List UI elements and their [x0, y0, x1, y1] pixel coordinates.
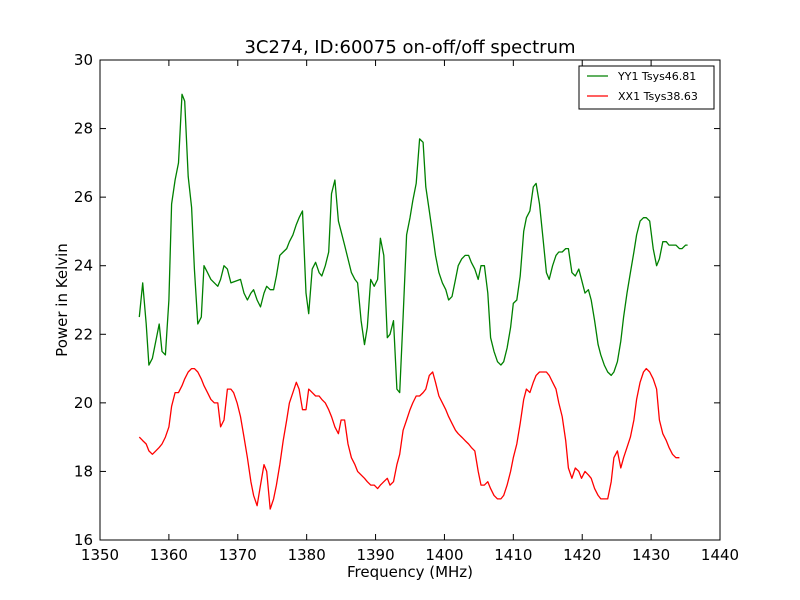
chart-title: 3C274, ID:60075 on-off/off spectrum [244, 37, 575, 58]
plot-frame [99, 59, 721, 541]
y-axis: 16 18 20 22 24 26 28 30 [74, 51, 720, 549]
x-tick-label: 1400 [425, 546, 463, 564]
x-tick-label: 1410 [494, 546, 532, 564]
x-axis: 1350 1360 1370 1380 1390 1400 1410 1420 1430 1440 [81, 60, 739, 564]
y-tick-label: 22 [74, 325, 93, 343]
x-tick-label: 1390 [356, 546, 394, 564]
y-tick-label: 16 [74, 531, 93, 549]
x-axis-label: Frequency (MHz) [347, 563, 473, 581]
series-line-yy1 [138, 93, 688, 394]
legend: YY1 Tsys46.81 XX1 Tsys38.63 [578, 65, 715, 110]
x-tick-label: 1430 [632, 546, 670, 564]
x-tick-label: 1360 [150, 546, 188, 564]
y-tick-label: 30 [74, 51, 93, 69]
x-tick-label: 1380 [288, 546, 326, 564]
legend-box [578, 65, 715, 110]
x-tick-label: 1440 [701, 546, 739, 564]
legend-label-xx1: XX1 Tsys38.63 [618, 90, 698, 103]
y-tick-label: 28 [74, 120, 93, 138]
y-axis-label: Power in Kelvin [53, 243, 71, 357]
y-tick-label: 26 [74, 188, 93, 206]
y-tick-label: 20 [74, 394, 93, 412]
x-tick-label: 1350 [81, 546, 119, 564]
y-tick-label: 18 [74, 462, 93, 480]
legend-label-yy1: YY1 Tsys46.81 [617, 70, 696, 83]
y-tick-label: 24 [74, 257, 93, 275]
series-layer [138, 93, 688, 510]
x-tick-label: 1420 [563, 546, 601, 564]
series-line-xx1 [138, 367, 680, 510]
x-tick-label: 1370 [219, 546, 257, 564]
